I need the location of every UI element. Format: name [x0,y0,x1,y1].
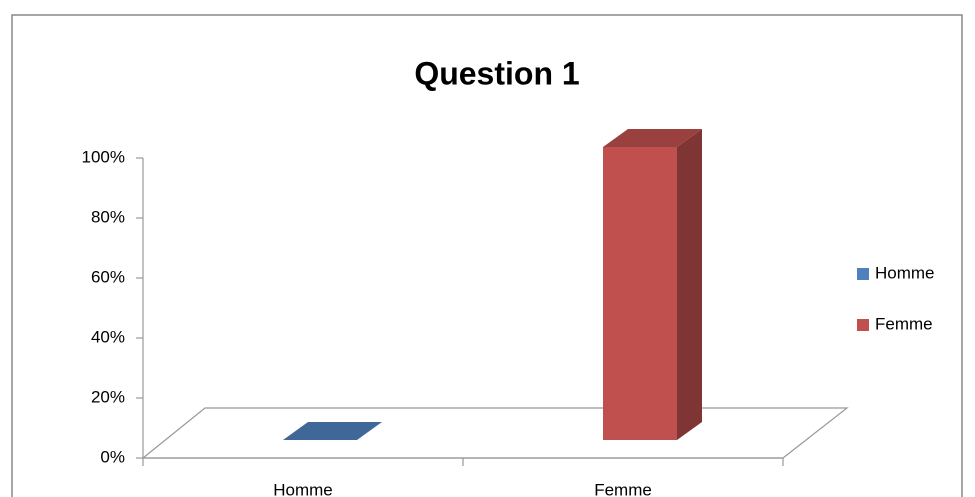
chart-title: Question 1 [414,55,579,91]
x-tick-label: Femme [594,480,652,497]
y-tick-label: 60% [91,267,125,286]
bar-side [677,129,702,440]
legend-label: Femme [875,314,933,333]
chart-frame [11,14,963,497]
legend-label: Homme [875,263,935,282]
y-tick-label: 40% [91,327,125,346]
x-tick-label: Homme [273,480,333,497]
y-tick-label: 80% [91,207,125,226]
bar-top [603,129,702,147]
legend-swatch [857,319,869,331]
bar-top [283,422,382,440]
bar-front [603,147,677,440]
y-tick-label: 20% [91,387,125,406]
y-tick-label: 100% [82,147,125,166]
y-tick-label: 0% [100,447,125,466]
legend-swatch [857,268,869,280]
